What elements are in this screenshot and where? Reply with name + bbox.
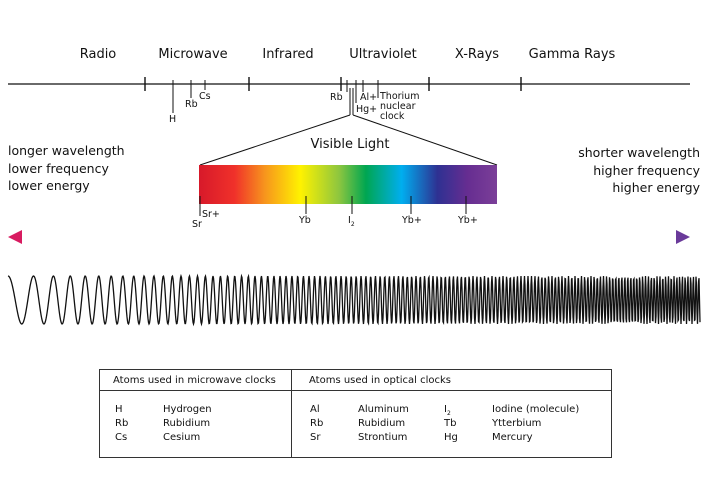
- right-text-line: shorter wavelength: [578, 145, 700, 160]
- legend-header-microwave: Atoms used in microwave clocks: [113, 375, 276, 386]
- label-thorium-line1: Thorium: [380, 91, 420, 102]
- label-rb-micro: Rb: [185, 99, 198, 110]
- label-i2-sub: 2: [350, 220, 355, 228]
- left-text-line: longer wavelength: [8, 143, 125, 158]
- legend-symbol: Rb: [115, 418, 129, 429]
- label-sr: Sr: [192, 219, 202, 230]
- label-sr-plus: Sr+: [202, 209, 220, 220]
- legend-header-optical: Atoms used in optical clocks: [309, 375, 451, 386]
- legend-name: Aluminum: [358, 404, 409, 415]
- label-i2-base: I: [348, 215, 351, 226]
- band-label-gamma-rays: Gamma Rays: [528, 47, 616, 62]
- label-yb-plus-2: Yb+: [458, 215, 478, 226]
- label-cs: Cs: [199, 91, 211, 102]
- legend-symbol-base: I: [444, 404, 447, 415]
- legend-name: Rubidium: [358, 418, 406, 429]
- legend-symbol: Cs: [115, 432, 128, 443]
- visible-spectrum-bar: [199, 165, 497, 204]
- legend-header-rule: [100, 390, 611, 391]
- label-h: H: [169, 114, 177, 125]
- right-description: shorter wavelength higher frequency high…: [578, 144, 700, 197]
- label-thorium: Thorium nuclear clock: [380, 92, 419, 122]
- legend-symbol: H: [115, 404, 123, 415]
- legend-name: Rubidium: [163, 418, 211, 429]
- label-yb-plus-1: Yb+: [402, 215, 422, 226]
- legend-symbol: Al: [310, 404, 320, 415]
- legend-symbol: Tb: [444, 418, 457, 429]
- label-thorium-line2: nuclear: [380, 101, 416, 112]
- label-thorium-line3: clock: [380, 111, 405, 122]
- energy-arrow-head-right: [676, 230, 690, 244]
- band-label-infrared: Infrared: [262, 47, 314, 62]
- legend-symbol-sub: 2: [446, 410, 451, 417]
- legend-name: Hydrogen: [163, 404, 212, 415]
- legend-divider: [291, 370, 292, 458]
- label-i2: I2: [348, 215, 355, 228]
- zoom-line-diag-left: [199, 114, 351, 166]
- visible-light-title: Visible Light: [310, 137, 390, 152]
- legend-symbol: Rb: [310, 418, 324, 429]
- legend-name: Ytterbium: [492, 418, 542, 429]
- label-yb: Yb: [299, 215, 311, 226]
- wave-curve: [7, 273, 701, 327]
- legend-symbol: Hg: [444, 432, 458, 443]
- legend-name: Cesium: [163, 432, 201, 443]
- legend-symbol: Sr: [310, 432, 321, 443]
- right-text-line: higher frequency: [593, 162, 700, 178]
- band-label-x-rays: X-Rays: [454, 47, 500, 62]
- label-hg-plus: Hg+: [356, 104, 378, 115]
- left-text-line: lower frequency: [8, 160, 109, 176]
- band-label-microwave: Microwave: [158, 47, 228, 62]
- label-rb-opt: Rb: [330, 92, 343, 103]
- legend-symbol: I2: [444, 404, 451, 417]
- legend-name: Iodine (molecule): [492, 404, 580, 415]
- label-al-plus: Al+: [360, 92, 378, 103]
- band-label-radio: Radio: [79, 47, 117, 62]
- left-description: longer wavelength lower frequency lower …: [8, 142, 125, 195]
- legend-name: Strontium: [358, 432, 408, 443]
- zoom-line-diag-right: [352, 114, 498, 166]
- legend-name: Mercury: [492, 432, 533, 443]
- right-text-line: higher energy: [612, 180, 700, 195]
- band-label-ultraviolet: Ultraviolet: [349, 47, 417, 62]
- left-text-line: lower energy: [8, 178, 90, 193]
- legend-table: Atoms used in microwave clocks Atoms use…: [99, 369, 612, 458]
- energy-arrow-head-left: [8, 230, 22, 244]
